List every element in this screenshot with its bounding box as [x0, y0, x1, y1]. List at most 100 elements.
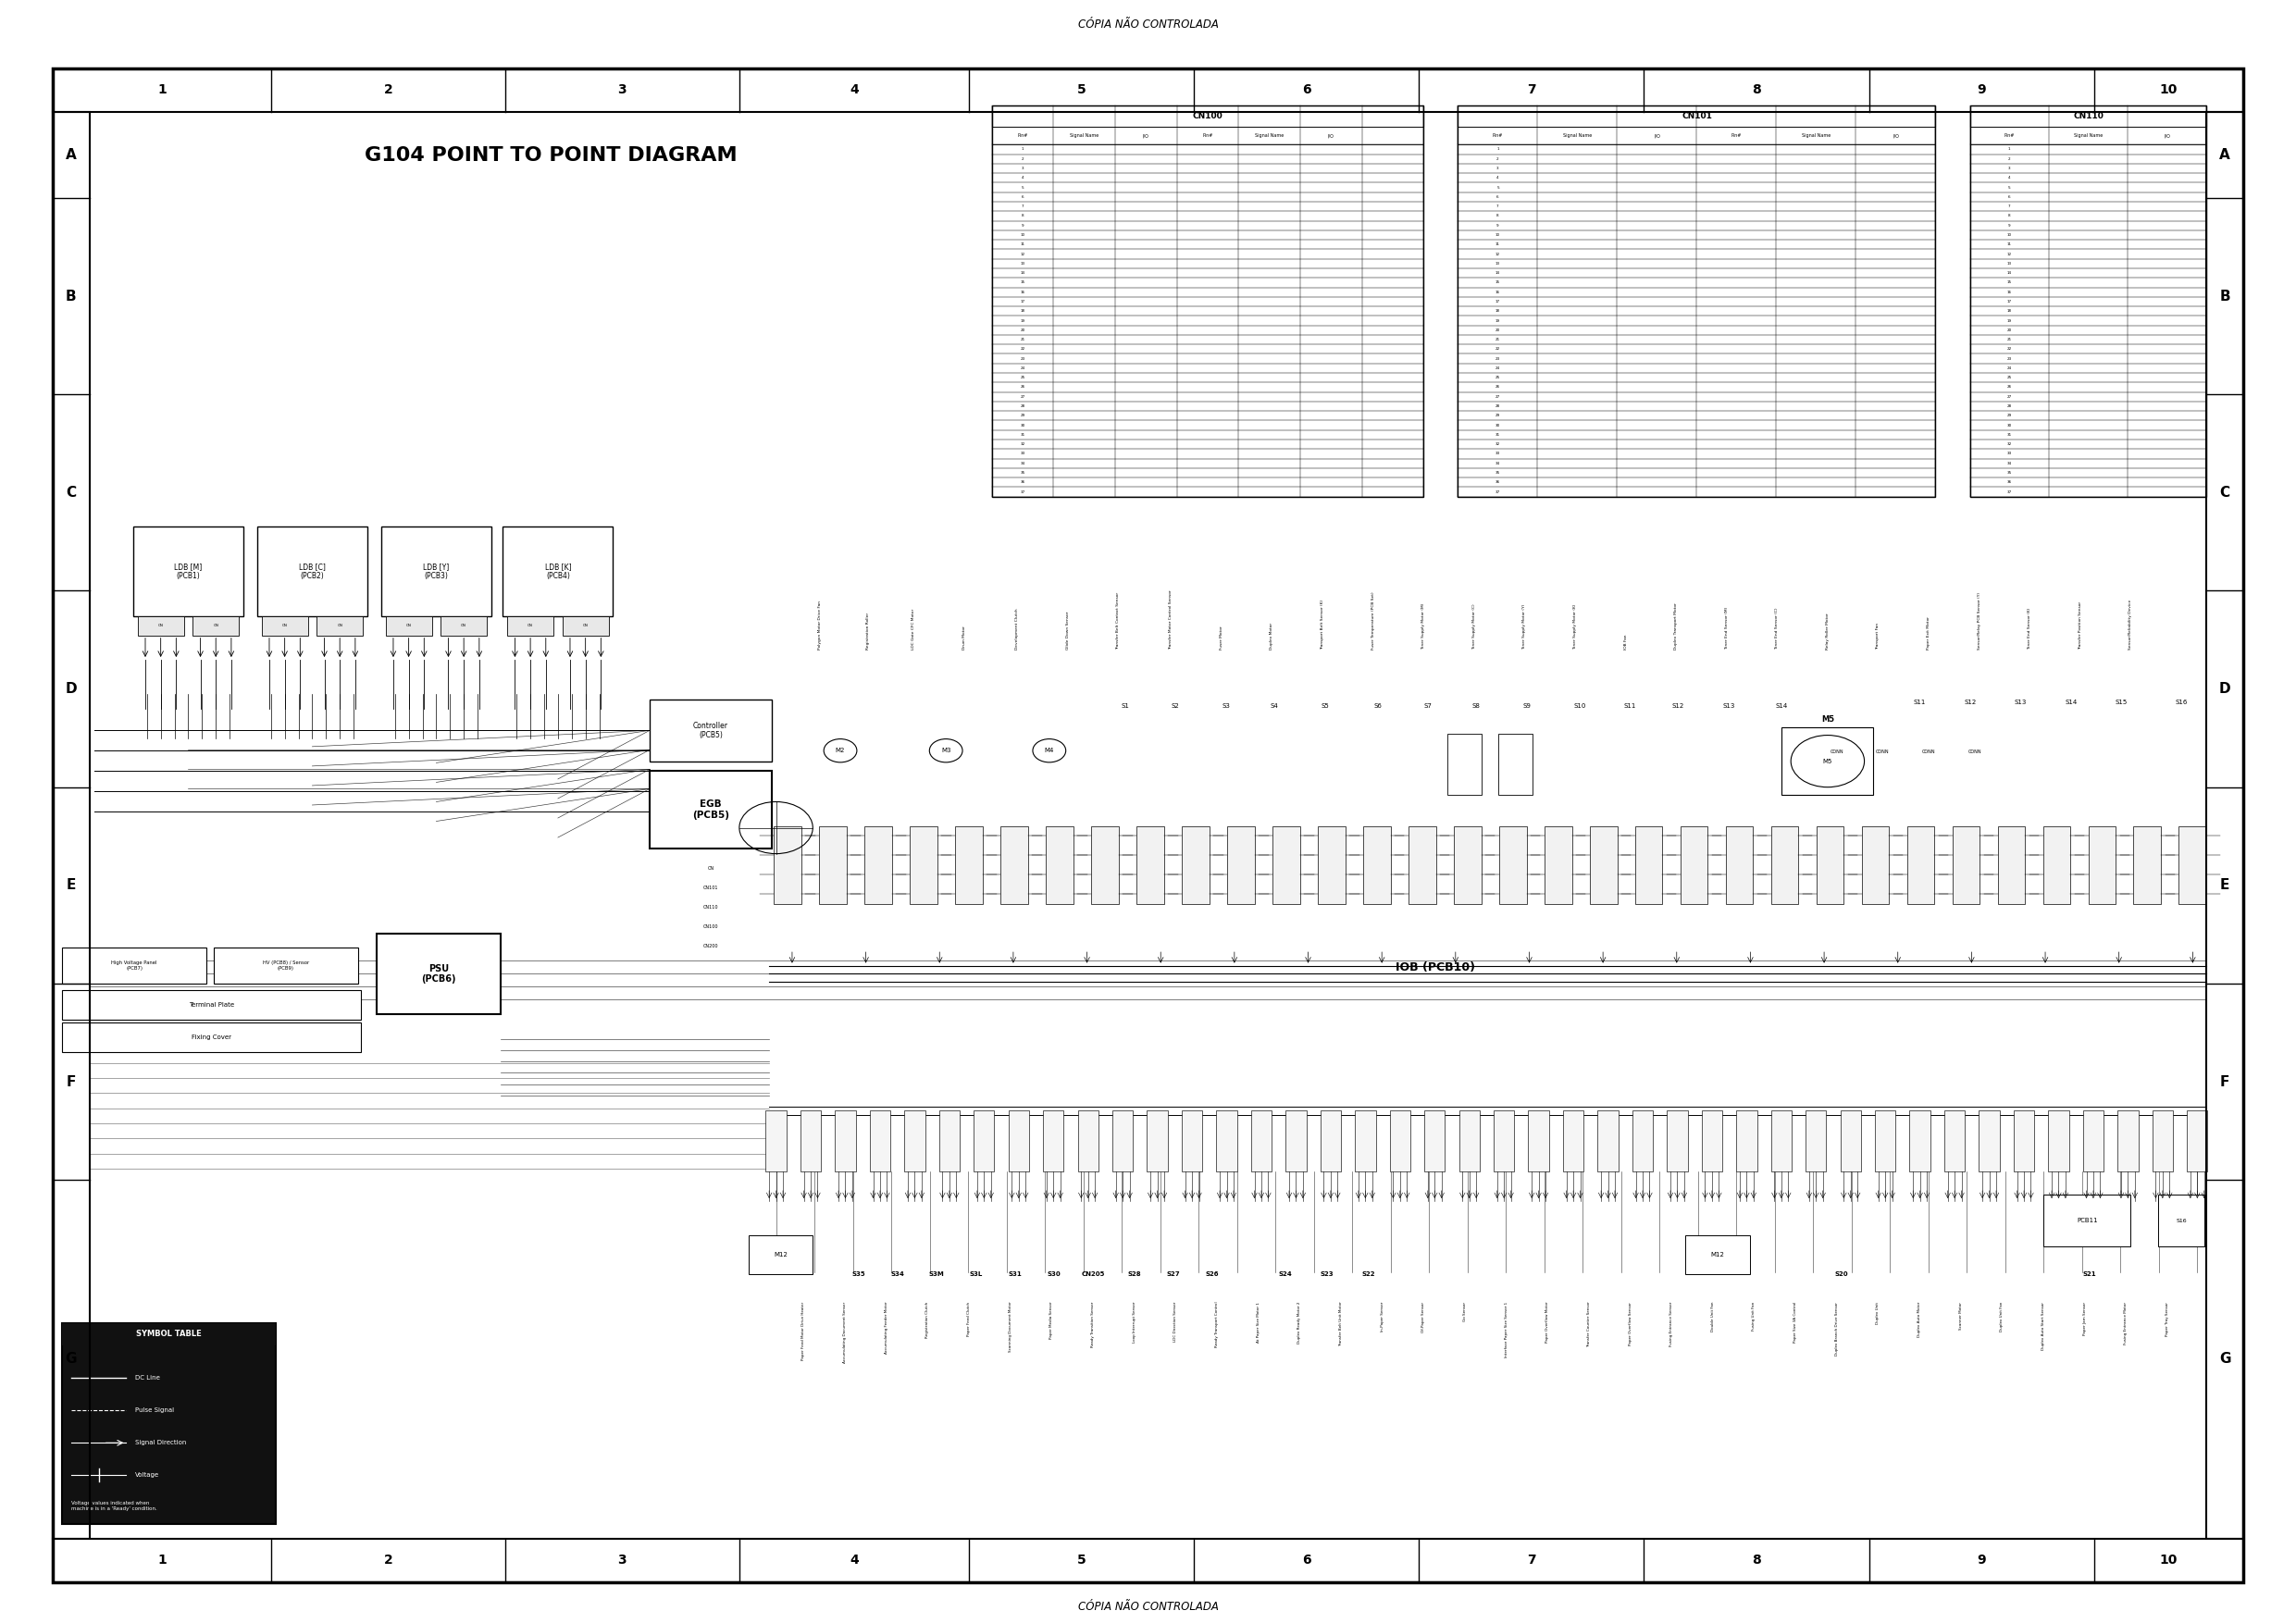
- Text: S5: S5: [1320, 703, 1329, 709]
- Text: 5: 5: [1022, 185, 1024, 190]
- Text: Toner Supply Motor (Y): Toner Supply Motor (Y): [1522, 604, 1527, 649]
- Bar: [62, 1022, 360, 1052]
- Bar: [257, 526, 367, 615]
- Bar: [2188, 1110, 2209, 1172]
- Text: CN100: CN100: [1192, 112, 1224, 120]
- Bar: [767, 1110, 785, 1172]
- Text: Transport Fan: Transport Fan: [1876, 622, 1880, 649]
- Bar: [507, 615, 553, 635]
- Text: SYMBOL TABLE: SYMBOL TABLE: [135, 1329, 202, 1339]
- Text: Transfer Position Sensor: Transfer Position Sensor: [2078, 601, 2082, 649]
- Bar: [2179, 826, 2206, 904]
- Text: At Paper Size Motor 1: At Paper Size Motor 1: [1256, 1302, 1261, 1342]
- Bar: [939, 1110, 960, 1172]
- Text: Toner Supply Motor (K): Toner Supply Motor (K): [1573, 604, 1577, 649]
- Text: 33: 33: [1495, 451, 1499, 456]
- Text: S28: S28: [1127, 1271, 1141, 1277]
- Text: S34: S34: [891, 1271, 905, 1277]
- Bar: [1182, 1110, 1203, 1172]
- Text: I/O: I/O: [1143, 133, 1150, 138]
- Text: Toner Supply Motor (C): Toner Supply Motor (C): [1472, 604, 1476, 649]
- Text: 35: 35: [1495, 471, 1499, 474]
- Bar: [1424, 1110, 1444, 1172]
- Bar: [836, 1110, 856, 1172]
- Bar: [1667, 1110, 1688, 1172]
- Text: Signal Direction: Signal Direction: [135, 1440, 186, 1446]
- Text: 12: 12: [1019, 252, 1024, 256]
- Bar: [1701, 1110, 1722, 1172]
- Text: 31: 31: [2007, 433, 2011, 437]
- Text: M12: M12: [774, 1251, 788, 1258]
- Text: S35: S35: [852, 1271, 866, 1277]
- Bar: [1286, 1110, 1306, 1172]
- Text: EGB
(PCB5): EGB (PCB5): [691, 800, 730, 820]
- Text: 9: 9: [1977, 1555, 1986, 1566]
- Text: B: B: [2220, 289, 2229, 304]
- Text: 7: 7: [1527, 84, 1536, 96]
- Text: 20: 20: [2007, 328, 2011, 333]
- Text: 12: 12: [2007, 252, 2011, 256]
- Text: CN100: CN100: [703, 925, 719, 928]
- Text: 1: 1: [2009, 148, 2011, 151]
- Bar: [53, 112, 90, 1539]
- Text: I/O: I/O: [1653, 133, 1660, 138]
- Text: Accumulating Document Sensor: Accumulating Document Sensor: [843, 1302, 847, 1363]
- Text: S3: S3: [1221, 703, 1231, 709]
- Text: 35: 35: [1019, 471, 1024, 474]
- Text: Registration Clutch: Registration Clutch: [925, 1302, 930, 1337]
- Text: 25: 25: [2007, 377, 2011, 380]
- Text: 8: 8: [1022, 214, 1024, 217]
- Text: 2: 2: [1022, 157, 1024, 161]
- Text: IOB (PCB10): IOB (PCB10): [1396, 961, 1474, 974]
- Text: I/O: I/O: [2163, 133, 2170, 138]
- Text: M4: M4: [1045, 748, 1054, 753]
- Text: Registration Roller: Registration Roller: [866, 612, 870, 649]
- Text: 4: 4: [2009, 175, 2011, 180]
- Text: 10: 10: [1495, 234, 1499, 237]
- Text: Transport Belt Sensor (K): Transport Belt Sensor (K): [1320, 599, 1325, 649]
- Bar: [1251, 1110, 1272, 1172]
- Text: 8: 8: [1752, 1555, 1761, 1566]
- Text: 5: 5: [1497, 185, 1499, 190]
- Text: E: E: [67, 878, 76, 893]
- Text: Pin#: Pin#: [1017, 133, 1029, 138]
- Bar: [1008, 1110, 1029, 1172]
- Text: 22: 22: [1495, 347, 1499, 351]
- Text: 10: 10: [2161, 1555, 2177, 1566]
- Text: 18: 18: [1019, 310, 1024, 313]
- Bar: [1998, 826, 2025, 904]
- Text: 37: 37: [2007, 490, 2011, 493]
- Text: S10: S10: [1573, 703, 1587, 709]
- Text: D: D: [2218, 682, 2232, 696]
- Text: Accumulating Feeder Motor: Accumulating Feeder Motor: [884, 1302, 889, 1354]
- Text: 13: 13: [1019, 261, 1024, 266]
- Text: Signal Name: Signal Name: [1070, 133, 1100, 138]
- Text: 22: 22: [1019, 347, 1024, 351]
- Text: Loop Interrupt Sensor: Loop Interrupt Sensor: [1132, 1302, 1137, 1342]
- Text: Drum Motor: Drum Motor: [962, 625, 967, 649]
- Text: CN: CN: [158, 623, 163, 628]
- Text: G: G: [64, 1352, 78, 1367]
- Bar: [1320, 1110, 1341, 1172]
- Text: 6: 6: [1022, 195, 1024, 198]
- Text: Pin#: Pin#: [1203, 133, 1212, 138]
- Bar: [863, 826, 891, 904]
- Text: 3: 3: [618, 1555, 627, 1566]
- Bar: [1598, 1110, 1619, 1172]
- Text: Paper Overflow Motor: Paper Overflow Motor: [1545, 1302, 1550, 1342]
- Bar: [1091, 826, 1118, 904]
- Text: 29: 29: [1495, 414, 1499, 417]
- Text: Duplex Auto Start Sensor: Duplex Auto Start Sensor: [2041, 1302, 2046, 1350]
- Text: S6: S6: [1373, 703, 1382, 709]
- Text: 6: 6: [1302, 1555, 1311, 1566]
- Bar: [386, 615, 432, 635]
- Text: Fusing Entrance Motor: Fusing Entrance Motor: [2124, 1302, 2128, 1344]
- Text: 27: 27: [1495, 394, 1499, 399]
- Text: Of-Paper Sensor: Of-Paper Sensor: [1421, 1302, 1426, 1332]
- Bar: [992, 105, 1424, 127]
- Bar: [992, 127, 1424, 144]
- Bar: [820, 826, 847, 904]
- Text: CN: CN: [214, 623, 218, 628]
- Text: Toner End Sensor (C): Toner End Sensor (C): [1775, 607, 1779, 649]
- Text: S15: S15: [2115, 700, 2128, 706]
